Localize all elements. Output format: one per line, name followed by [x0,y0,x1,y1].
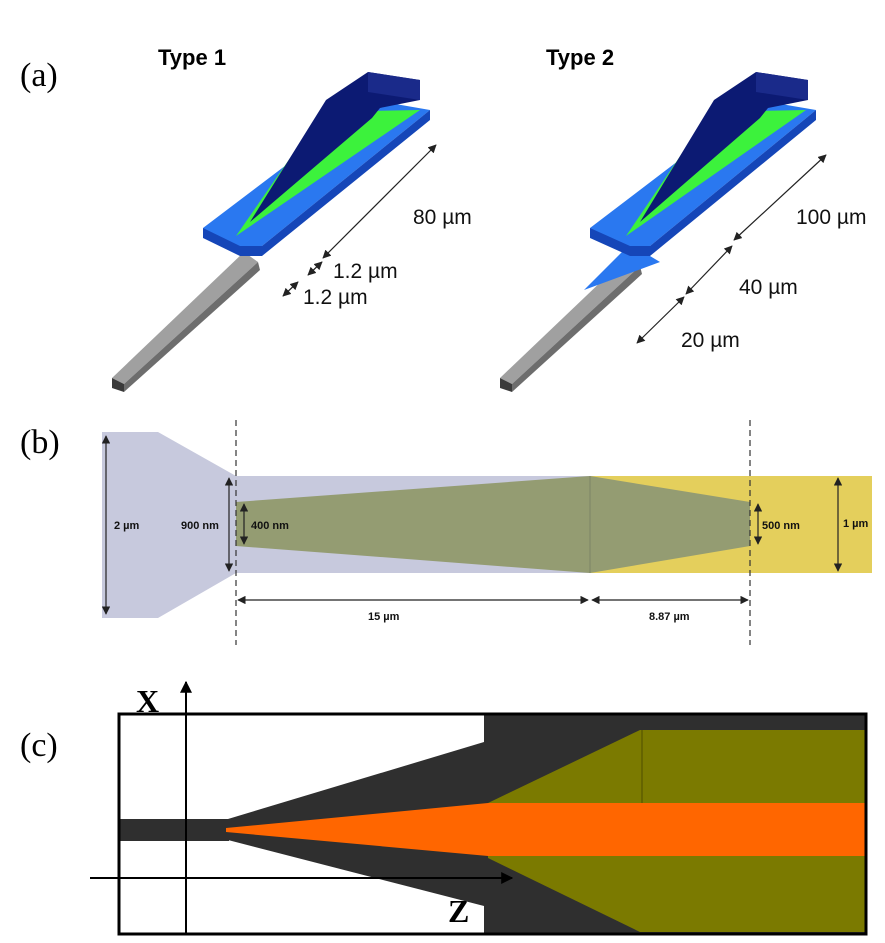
type2-length2-label: 40 µm [739,276,798,299]
b-length2-label: 8.87 µm [649,611,690,623]
type2-cap [640,72,808,222]
type2-length3-arrow [636,296,685,344]
type1-length-arrow [322,144,437,259]
type2-title: Type 2 [546,45,614,70]
type2-length2-arrow [685,245,733,295]
panel-c: (c) X Z [20,680,868,936]
type2-length1-arrow [733,154,827,241]
type1-width2-label: 1.2 µm [303,286,368,309]
type2-length1-label: 100 µm [796,206,866,229]
type1-width2-arrow [282,281,299,297]
panel-c-label: (c) [20,727,58,764]
type2-device [500,72,816,392]
b-height-left-label: 2 µm [114,520,140,532]
type1-width1-label: 1.2 µm [333,260,398,283]
panel-b-label: (b) [20,424,60,461]
panel-a-label: (a) [20,57,58,94]
b-olive-taper [236,476,590,573]
b-length1-label: 15 µm [368,611,400,623]
c-input-waveguide [119,819,229,841]
type2-green-taper [626,110,806,236]
type1-title: Type 1 [158,45,226,70]
b-height-right-label: 1 µm [843,518,869,530]
c-x-axis-label: X [136,683,159,719]
type1-fiber-side [112,378,124,392]
panel-a: (a) Type 1 80 µm 1.2 µm 1.2 µm [20,45,866,392]
c-z-axis-label: Z [448,893,469,929]
panel-b: (b) 2 µm 900 nm 400 nm 500 nm 1 µm 15 µm… [20,420,872,645]
b-olive-taper-right [590,476,750,573]
b-tip-left-label: 400 nm [251,520,289,532]
type1-device [112,72,430,392]
type1-length-label: 80 µm [413,206,472,229]
b-waveguide-label: 900 nm [181,520,219,532]
type2-fiber-taper [500,256,640,384]
c-orange-taper [226,803,866,856]
type1-fiber-taper [112,252,258,384]
type2-length3-label: 20 µm [681,329,740,352]
b-tip-right-label: 500 nm [762,520,800,532]
type1-width1-arrow [307,261,323,276]
